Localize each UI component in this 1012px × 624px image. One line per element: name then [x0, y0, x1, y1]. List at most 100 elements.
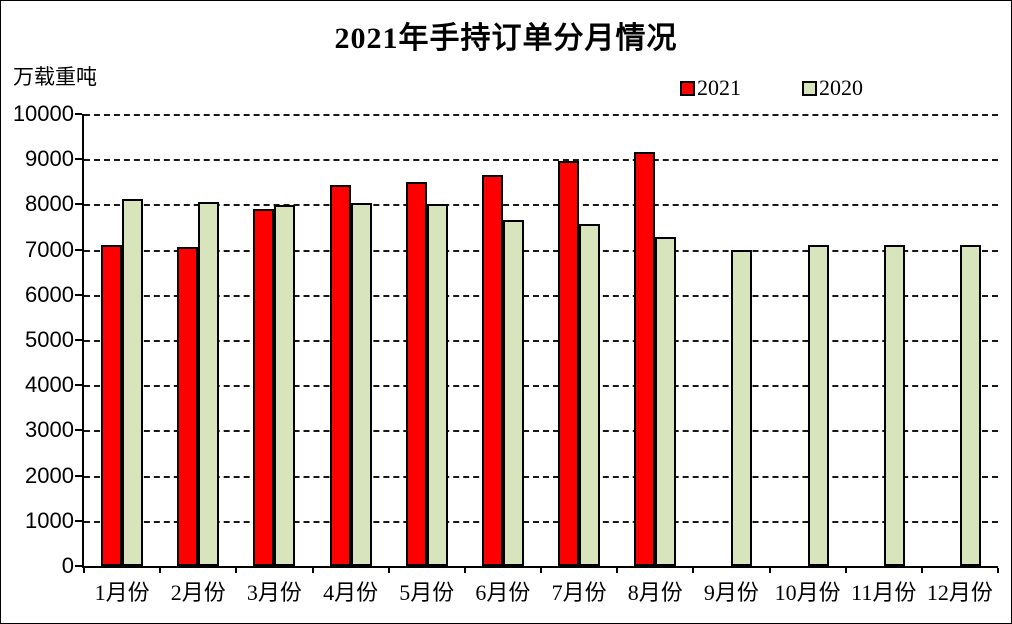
bar-2020-12月份 — [959, 245, 981, 566]
category-3月份 — [236, 114, 312, 566]
legend-label-2021: 2021 — [697, 75, 741, 100]
y-axis-tick — [75, 158, 82, 161]
legend-swatch-2020-icon — [802, 80, 817, 96]
y-tick-label-9000: 9000 — [25, 146, 74, 172]
legend: 2021 2020 — [1, 77, 1011, 99]
bar-2021-8月份 — [634, 152, 656, 566]
x-axis-tick — [540, 568, 542, 573]
x-tick-label-12月份: 12月份 — [926, 580, 993, 605]
y-tick-label-10000: 10000 — [12, 101, 74, 126]
gridline-10000 — [84, 114, 998, 116]
y-tick-label-0: 0 — [61, 553, 74, 578]
x-axis-tick — [997, 568, 999, 573]
bar-2020-8月份 — [655, 237, 677, 566]
y-axis-tick — [75, 474, 82, 477]
x-axis-tick — [616, 568, 619, 573]
bar-2021-2月份 — [177, 247, 199, 566]
y-axis-tick — [75, 519, 82, 522]
x-tick-label-1月份: 1月份 — [94, 580, 150, 605]
gridline-6000 — [84, 294, 998, 297]
category-2月份 — [160, 114, 236, 566]
gridline-5000 — [84, 340, 998, 342]
y-axis-tick — [75, 293, 82, 296]
y-axis-unit-label: 万载重吨 — [13, 66, 97, 89]
legend-swatch-2021-icon — [680, 80, 695, 96]
x-axis-tick — [387, 568, 390, 573]
category-8月份 — [617, 114, 693, 566]
x-axis-tick — [83, 568, 85, 573]
x-axis-tick — [768, 568, 771, 573]
category-12月份 — [922, 114, 998, 566]
x-axis-tick — [463, 568, 466, 573]
y-tick-label-4000: 4000 — [25, 372, 74, 398]
legend-label-2020: 2020 — [819, 75, 863, 100]
x-tick-label-5月份: 5月份 — [399, 580, 455, 605]
y-tick-label-3000: 3000 — [25, 417, 74, 443]
bar-2021-5月份 — [405, 182, 427, 566]
bar-2021-7月份 — [558, 161, 580, 566]
y-axis-tick — [75, 203, 82, 206]
x-axis-tick — [235, 568, 238, 573]
bar-2021-6月份 — [481, 175, 503, 566]
y-tick-label-1000: 1000 — [25, 507, 74, 533]
x-axis-tick — [844, 568, 847, 573]
y-tick-label-8000: 8000 — [25, 191, 74, 217]
y-axis-tick — [75, 565, 82, 567]
gridline-9000 — [84, 159, 998, 162]
y-axis-tick-labels: 0 1000 2000 3000 4000 5000 6000 7000 8000 9000 100… — [1, 1, 74, 623]
x-axis-tick — [692, 568, 695, 573]
y-axis-tick — [75, 248, 82, 251]
legend-item-2020: 2020 — [802, 77, 863, 99]
category-7月份 — [541, 114, 617, 566]
x-axis-tick — [920, 568, 923, 573]
y-tick-label-7000: 7000 — [25, 236, 74, 262]
x-axis-tick — [159, 568, 162, 573]
bar-2020-9月份 — [731, 250, 753, 566]
x-tick-label-8月份: 8月份 — [627, 580, 683, 605]
bar-2021-4月份 — [329, 185, 351, 566]
x-tick-label-11月份: 11月份 — [851, 580, 917, 605]
bar-2021-1月份 — [101, 245, 123, 566]
x-tick-label-4月份: 4月份 — [323, 580, 379, 605]
y-axis-line — [82, 114, 84, 568]
category-6月份 — [465, 114, 541, 566]
bar-2020-1月份 — [122, 199, 144, 566]
y-tick-label-5000: 5000 — [25, 327, 74, 352]
chart-title: 2021年手持订单分月情况 — [334, 22, 678, 55]
category-5月份 — [389, 114, 465, 566]
bar-2020-10月份 — [807, 245, 829, 566]
bar-2020-5月份 — [426, 204, 448, 566]
legend-item-2021: 2021 — [680, 77, 741, 99]
gridline-1000 — [84, 520, 998, 523]
x-tick-label-6月份: 6月份 — [475, 580, 531, 605]
plot-area — [75, 113, 999, 573]
bar-2020-6月份 — [502, 220, 524, 566]
gridline-3000 — [84, 430, 998, 433]
y-tick-label-2000: 2000 — [25, 462, 74, 488]
gridline-2000 — [84, 475, 998, 478]
bar-2021-3月份 — [253, 209, 275, 566]
y-axis-tick — [75, 113, 82, 115]
x-tick-label-10月份: 10月份 — [774, 580, 841, 605]
x-axis-tick — [311, 568, 314, 573]
x-axis-line — [82, 566, 998, 568]
bar-2020-3月份 — [274, 205, 296, 566]
y-axis-tick — [75, 384, 82, 387]
bar-2020-11月份 — [883, 245, 905, 566]
x-tick-label-9月份: 9月份 — [703, 580, 759, 605]
y-tick-label-6000: 6000 — [25, 281, 74, 307]
category-4月份 — [313, 114, 389, 566]
x-tick-label-2月份: 2月份 — [170, 580, 226, 605]
x-tick-label-3月份: 3月份 — [246, 580, 302, 605]
gridline-4000 — [84, 385, 998, 388]
x-axis-tick-labels: 1月份 2月份 3月份 4月份 5月份 6月份 7月份 8月份 9月份 10月份 11月份 12月份 — [1, 575, 1011, 605]
gridline-8000 — [84, 204, 998, 207]
category-9月份 — [693, 114, 769, 566]
category-1月份 — [84, 114, 160, 566]
gridline-7000 — [84, 249, 998, 252]
y-axis-tick — [75, 429, 82, 432]
bar-2020-7月份 — [579, 224, 601, 566]
x-tick-label-7月份: 7月份 — [551, 580, 607, 605]
y-axis-tick — [75, 339, 82, 341]
